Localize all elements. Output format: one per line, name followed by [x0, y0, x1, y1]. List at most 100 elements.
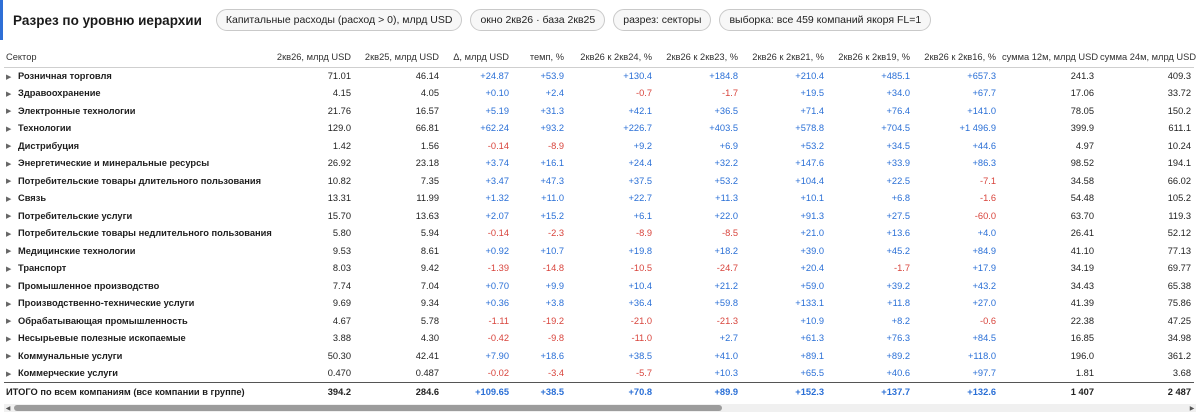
arrow-left-icon[interactable]: ◀: [5, 405, 11, 412]
column-header[interactable]: Δ, млрд USD: [442, 48, 512, 68]
value-cell: +36.4: [628, 298, 652, 309]
triangle-right-icon[interactable]: ▶: [6, 90, 12, 98]
triangle-right-icon[interactable]: ▶: [6, 73, 12, 81]
column-header[interactable]: Сектор: [4, 48, 272, 68]
table-row[interactable]: ▶ Несырьевые полезные ископаемые 3.88 4.30 -…: [4, 330, 1194, 348]
table-row[interactable]: ▶ Медицинские технологии 9.53 8.61 +0.92 +10.…: [4, 242, 1194, 260]
total-value-cell: +38.5: [512, 381, 567, 402]
table-row[interactable]: ▶ Дистрибуция 1.42 1.56 -0.14 -8.9 +9.2 +6.9 +53…: [4, 137, 1194, 155]
value-cell: -0.02: [487, 368, 509, 378]
column-header[interactable]: темп, %: [512, 48, 567, 68]
horizontal-scrollbar[interactable]: ◀ ▶: [4, 404, 1196, 412]
table-row[interactable]: ▶ Здравоохранение 4.15 4.05 +0.10 +2.4 -0.7 -1.…: [4, 85, 1194, 103]
value-cell: +22.0: [714, 210, 738, 221]
value-cell: +53.2: [714, 175, 738, 186]
triangle-right-icon[interactable]: ▶: [6, 300, 12, 308]
table-row[interactable]: ▶ Производственно-технические услуги 9.69 9…: [4, 295, 1194, 313]
triangle-right-icon[interactable]: ▶: [6, 143, 12, 151]
column-header[interactable]: 2кв26 к 2кв16, %: [913, 48, 999, 68]
table-row[interactable]: ▶ Розничная торговля 71.01 46.14 +24.87 +53.9…: [4, 67, 1194, 85]
value-cell: +97.7: [972, 368, 996, 378]
triangle-right-icon[interactable]: ▶: [6, 230, 12, 238]
table-row[interactable]: ▶ Потребительские товары недлительного по…: [4, 225, 1194, 243]
value-cell: 7.74: [332, 280, 351, 291]
column-header[interactable]: 2кв26 к 2кв23, %: [655, 48, 741, 68]
value-cell: +42.1: [628, 105, 652, 116]
column-header[interactable]: 2кв26 к 2кв21, %: [741, 48, 827, 68]
sector-label: Производственно-технические услуги: [18, 298, 195, 309]
value-cell: 46.14: [415, 71, 439, 81]
triangle-right-icon[interactable]: ▶: [6, 353, 12, 361]
value-cell: 1.42: [332, 140, 351, 151]
sector-label: Коммунальные услуги: [18, 350, 123, 361]
filter-chip-measure[interactable]: Капитальные расходы (расход > 0), млрд U…: [215, 9, 463, 31]
value-cell: 33.72: [1167, 88, 1191, 99]
value-cell: +11.3: [715, 193, 738, 204]
value-cell: +0.92: [485, 245, 509, 256]
value-cell: 4.30: [420, 333, 439, 344]
value-cell: +118.0: [967, 350, 996, 361]
table-row[interactable]: ▶ Электронные технологии 21.76 16.57 +5.19 +3…: [4, 102, 1194, 120]
value-cell: 23.18: [415, 158, 439, 169]
value-cell: +10.1: [800, 193, 824, 204]
triangle-right-icon[interactable]: ▶: [6, 265, 12, 273]
value-cell: +24.87: [480, 71, 509, 81]
value-cell: +7.90: [485, 350, 509, 361]
value-cell: 129.0: [327, 123, 351, 134]
value-cell: +89.2: [886, 350, 910, 361]
value-cell: 361.2: [1167, 350, 1191, 361]
table-row[interactable]: ▶ Потребительские товары длительного поль…: [4, 172, 1194, 190]
value-cell: +2.07: [485, 210, 509, 221]
column-header[interactable]: 2кв26 к 2кв24, %: [567, 48, 655, 68]
value-cell: 9.34: [420, 298, 439, 309]
value-cell: +91.3: [800, 210, 824, 221]
column-header[interactable]: сумма 12м, млрд USD: [999, 48, 1098, 68]
value-cell: 16.85: [1070, 333, 1094, 344]
triangle-right-icon[interactable]: ▶: [6, 195, 12, 203]
triangle-right-icon[interactable]: ▶: [6, 335, 12, 343]
table-row[interactable]: ▶ Связь 13.31 11.99 +1.32 +11.0 +22.7 +11.3 +10.…: [4, 190, 1194, 208]
triangle-right-icon[interactable]: ▶: [6, 178, 12, 186]
triangle-right-icon[interactable]: ▶: [6, 125, 12, 133]
triangle-right-icon[interactable]: ▶: [6, 248, 12, 256]
filter-chip-window[interactable]: окно 2кв26 · база 2кв25: [470, 9, 606, 31]
triangle-right-icon[interactable]: ▶: [6, 318, 12, 326]
table-row[interactable]: ▶ Коммерческие услуги 0.470 0.487 -0.02 -3.4 -…: [4, 365, 1194, 383]
table-row[interactable]: ▶ Технологии 129.0 66.81 +62.24 +93.2 +226.7 +4…: [4, 120, 1194, 138]
value-cell: +19.5: [800, 88, 824, 99]
triangle-right-icon[interactable]: ▶: [6, 283, 12, 291]
triangle-right-icon[interactable]: ▶: [6, 160, 12, 168]
value-cell: 241.3: [1070, 71, 1094, 81]
column-header[interactable]: сумма 24м, млрд USD: [1097, 48, 1196, 68]
triangle-right-icon[interactable]: ▶: [6, 108, 12, 116]
hierarchy-table-container[interactable]: Сектор 2кв26, млрд USD 2кв25, млрд USD Δ, м…: [4, 48, 1196, 408]
value-cell: +24.4: [628, 158, 652, 169]
triangle-right-icon[interactable]: ▶: [6, 213, 12, 221]
filter-chip-sample[interactable]: выборка: все 459 компаний якоря FL=1: [719, 9, 932, 31]
value-cell: +130.4: [623, 71, 652, 81]
value-cell: +2.4: [545, 88, 564, 99]
table-row[interactable]: ▶ Потребительские услуги 15.70 13.63 +2.07 +1…: [4, 207, 1194, 225]
triangle-right-icon[interactable]: ▶: [6, 370, 12, 378]
value-cell: +3.74: [485, 158, 509, 169]
table-row[interactable]: ▶ Энергетические и минеральные ресурсы 26.…: [4, 155, 1194, 173]
column-header[interactable]: 2кв25, млрд USD: [354, 48, 442, 68]
value-cell: +1.32: [485, 193, 509, 204]
column-header[interactable]: 2кв26, млрд USD: [272, 48, 354, 68]
table-row[interactable]: ▶ Обрабатывающая промышленность 4.67 5.78 -1…: [4, 312, 1194, 330]
value-cell: 13.63: [415, 210, 439, 221]
value-cell: 3.68: [1172, 368, 1191, 378]
value-cell: +53.2: [800, 140, 824, 151]
value-cell: -7.1: [979, 175, 996, 186]
table-row[interactable]: ▶ Коммунальные услуги 50.30 42.41 +7.90 +18.6…: [4, 347, 1194, 365]
value-cell: 105.2: [1167, 193, 1191, 204]
column-header[interactable]: 2кв26 к 2кв19, %: [827, 48, 913, 68]
table-row[interactable]: ▶ Транспорт 8.03 9.42 -1.39 -14.8 -10.5 -24.7 +2…: [4, 260, 1194, 278]
filter-chip-slice[interactable]: разрез: секторы: [613, 9, 712, 31]
table-row[interactable]: ▶ Промышленное производство 7.74 7.04 +0.70 +…: [4, 277, 1194, 295]
arrow-right-icon[interactable]: ▶: [1189, 405, 1195, 412]
value-cell: 69.77: [1167, 263, 1191, 274]
scrollbar-thumb[interactable]: [14, 405, 722, 411]
sector-label: Электронные технологии: [18, 105, 136, 116]
value-cell: 4.05: [420, 88, 439, 99]
